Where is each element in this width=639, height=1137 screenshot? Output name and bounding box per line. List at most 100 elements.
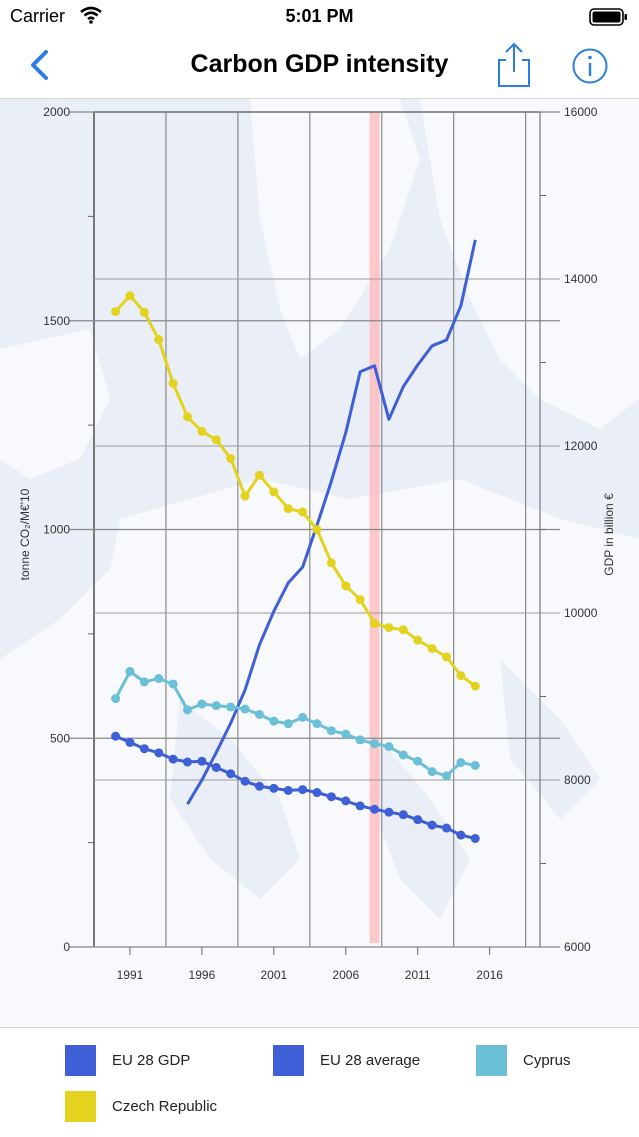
- y-tick-label-left: 0: [63, 940, 70, 954]
- data-point-czech-republic: [384, 623, 394, 633]
- data-point-czech-republic: [470, 681, 480, 691]
- data-point-czech-republic: [168, 378, 178, 388]
- x-tick-label: 1991: [117, 968, 144, 982]
- x-tick-label: 2006: [332, 968, 359, 982]
- data-point-czech-republic: [139, 307, 149, 317]
- y-tick-label-right: 14000: [564, 272, 598, 286]
- data-point-eu-28-average: [283, 785, 293, 795]
- data-point-eu-28-average: [441, 823, 451, 833]
- data-point-czech-republic: [341, 581, 351, 591]
- data-point-czech-republic: [326, 558, 336, 568]
- data-point-cyprus: [226, 702, 236, 712]
- data-point-eu-28-average: [254, 781, 264, 791]
- data-point-cyprus: [283, 719, 293, 729]
- share-icon: [498, 42, 530, 87]
- data-point-eu-28-average: [240, 776, 250, 786]
- data-point-czech-republic: [254, 470, 264, 480]
- chevron-left-icon: [31, 50, 48, 80]
- series-line-eu-28-gdp: [186, 239, 477, 805]
- data-point-czech-republic: [240, 491, 250, 501]
- data-point-cyprus: [398, 750, 408, 760]
- y-axis-label-left: tonne CO₂/M€'10: [18, 488, 32, 580]
- legend-label-cyprus: Cyprus: [523, 1051, 571, 1069]
- data-point-cyprus: [254, 709, 264, 719]
- data-point-czech-republic: [269, 487, 279, 497]
- legend-swatch-czech-republic: [65, 1090, 96, 1122]
- legend-swatch-eu-average: [273, 1044, 304, 1076]
- data-point-czech-republic: [312, 525, 322, 534]
- data-point-czech-republic: [125, 291, 135, 301]
- y-tick-label-left: 1500: [43, 314, 70, 328]
- data-point-cyprus: [125, 666, 135, 676]
- data-point-eu-28-average: [168, 754, 178, 764]
- data-point-cyprus: [211, 701, 221, 711]
- data-point-czech-republic: [441, 652, 451, 662]
- data-point-czech-republic: [283, 504, 293, 514]
- legend-item-eu-gdp: EU 28 GDP: [65, 1044, 190, 1076]
- y-tick-label-left: 1000: [43, 523, 70, 537]
- carrier-label: Carrier: [10, 6, 66, 26]
- share-button[interactable]: [494, 42, 534, 88]
- data-point-cyprus: [427, 767, 437, 777]
- data-point-eu-28-average: [413, 815, 423, 825]
- data-point-czech-republic: [226, 454, 236, 464]
- data-point-eu-28-average: [197, 756, 207, 766]
- y-tick-label-right: 16000: [564, 105, 598, 119]
- x-tick-label: 2016: [476, 968, 503, 982]
- data-point-cyprus: [441, 771, 451, 781]
- data-point-cyprus: [240, 704, 250, 714]
- data-point-czech-republic: [398, 625, 408, 635]
- data-point-eu-28-average: [341, 796, 351, 806]
- data-point-czech-republic: [413, 635, 423, 645]
- data-point-eu-28-average: [125, 737, 135, 747]
- data-point-eu-28-average: [384, 807, 394, 817]
- data-point-czech-republic: [183, 412, 193, 422]
- data-point-cyprus: [183, 705, 193, 715]
- data-point-czech-republic: [456, 671, 466, 681]
- data-point-cyprus: [384, 742, 394, 752]
- data-point-czech-republic: [427, 643, 437, 653]
- data-point-cyprus: [269, 716, 279, 726]
- chart-area: 0 500 1000 1500 2000 6000 8000 10000 12000 14000 1…: [0, 99, 639, 1027]
- y-tick-label-right: 12000: [564, 439, 598, 453]
- x-tick-label: 2001: [260, 968, 287, 982]
- data-point-eu-28-average: [370, 804, 380, 814]
- back-button[interactable]: [22, 46, 62, 86]
- wifi-icon: [80, 6, 102, 29]
- series-line-eu-28-average: [115, 734, 476, 840]
- info-button[interactable]: [570, 46, 610, 86]
- data-point-eu-28-average: [111, 731, 121, 741]
- data-point-cyprus: [413, 756, 423, 766]
- data-point-cyprus: [456, 757, 466, 767]
- data-point-eu-28-average: [154, 748, 164, 758]
- data-point-czech-republic: [111, 307, 121, 317]
- data-point-eu-28-average: [312, 788, 322, 798]
- data-point-cyprus: [298, 712, 308, 722]
- data-point-czech-republic: [211, 435, 221, 445]
- info-icon: [572, 48, 608, 84]
- data-point-cyprus: [139, 677, 149, 687]
- data-point-czech-republic: [197, 426, 207, 436]
- data-point-cyprus: [370, 739, 380, 749]
- data-point-eu-28-average: [326, 792, 336, 802]
- legend-label-czech-republic: Czech Republic: [112, 1097, 218, 1115]
- chart-svg: 0 500 1000 1500 2000 6000 8000 10000 12000 14000 1…: [18, 105, 616, 982]
- x-tick-label: 1996: [189, 968, 216, 982]
- status-bar: Carrier 5:01 PM: [0, 0, 639, 34]
- data-point-cyprus: [197, 699, 207, 709]
- data-point-cyprus: [111, 694, 121, 704]
- legend-item-cyprus: Cyprus: [476, 1044, 571, 1076]
- y-axis-label-right: GDP in billion €: [602, 493, 616, 576]
- data-point-eu-28-average: [139, 744, 149, 754]
- data-point-czech-republic: [298, 507, 308, 517]
- data-point-cyprus: [355, 735, 365, 745]
- data-point-czech-republic: [154, 335, 164, 345]
- highlight-band: [369, 112, 380, 943]
- data-point-cyprus: [326, 726, 336, 736]
- y-tick-label-right: 10000: [564, 606, 598, 620]
- data-point-eu-28-average: [211, 762, 221, 772]
- navigation-bar: Carbon GDP intensity: [0, 34, 639, 99]
- legend-label-eu-gdp: EU 28 GDP: [112, 1051, 191, 1069]
- data-point-eu-28-average: [269, 783, 279, 793]
- data-point-czech-republic: [355, 595, 365, 605]
